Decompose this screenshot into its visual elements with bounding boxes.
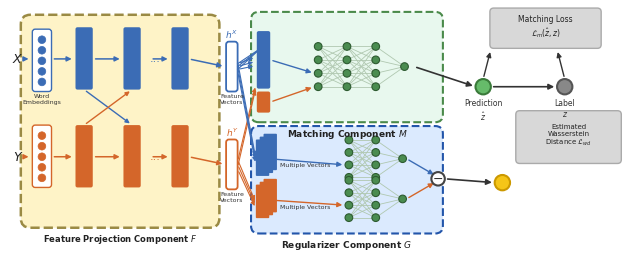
Text: Feature
Vectors: Feature Vectors (220, 192, 244, 202)
Circle shape (372, 57, 380, 65)
Circle shape (38, 58, 45, 65)
Text: Prediction
$\hat{z}$: Prediction $\hat{z}$ (464, 99, 502, 122)
Text: Multiple Vectors: Multiple Vectors (280, 204, 330, 209)
FancyBboxPatch shape (76, 125, 93, 188)
Circle shape (38, 164, 45, 171)
FancyBboxPatch shape (172, 28, 189, 90)
Circle shape (38, 47, 45, 55)
Circle shape (343, 43, 351, 51)
FancyBboxPatch shape (33, 125, 51, 188)
Text: $Y$: $Y$ (13, 151, 23, 164)
Text: Regularizer Component $\mathit{G}$: Regularizer Component $\mathit{G}$ (282, 238, 413, 251)
Circle shape (345, 189, 353, 197)
Circle shape (343, 84, 351, 91)
FancyBboxPatch shape (256, 185, 269, 218)
Text: Word
Embeddings: Word Embeddings (22, 94, 61, 105)
FancyBboxPatch shape (251, 126, 443, 234)
Circle shape (38, 132, 45, 140)
Circle shape (401, 64, 408, 71)
Circle shape (495, 175, 510, 190)
FancyBboxPatch shape (33, 30, 51, 92)
Circle shape (38, 153, 45, 161)
Circle shape (38, 37, 45, 44)
FancyBboxPatch shape (124, 125, 141, 188)
FancyBboxPatch shape (516, 111, 621, 164)
Circle shape (345, 202, 353, 209)
Circle shape (431, 172, 445, 186)
Circle shape (476, 80, 491, 95)
Circle shape (38, 79, 45, 86)
FancyBboxPatch shape (124, 28, 141, 90)
FancyBboxPatch shape (490, 9, 601, 49)
FancyBboxPatch shape (257, 32, 270, 89)
FancyBboxPatch shape (226, 140, 237, 190)
Text: $h^X$: $h^X$ (225, 28, 238, 41)
Circle shape (343, 70, 351, 78)
Circle shape (399, 155, 406, 163)
Circle shape (372, 70, 380, 78)
Circle shape (372, 137, 380, 144)
Circle shape (314, 70, 322, 78)
FancyBboxPatch shape (260, 137, 273, 173)
Circle shape (345, 137, 353, 144)
Text: Feature
Vectors: Feature Vectors (220, 94, 244, 105)
Circle shape (314, 57, 322, 65)
Text: $X$: $X$ (12, 53, 24, 66)
Circle shape (372, 177, 380, 184)
Text: ...: ... (150, 151, 161, 161)
Text: Estimated
Wasserstein
Distance $\mathcal{L}_{wd}$: Estimated Wasserstein Distance $\mathcal… (545, 123, 592, 148)
Text: Label
$z$: Label $z$ (554, 99, 575, 118)
Text: Matching Loss
$\mathcal{L}_m(\hat{z},z)$: Matching Loss $\mathcal{L}_m(\hat{z},z)$ (518, 15, 573, 40)
Circle shape (372, 189, 380, 197)
Text: Multiple Vectors: Multiple Vectors (280, 162, 330, 167)
Circle shape (343, 57, 351, 65)
FancyBboxPatch shape (257, 92, 270, 113)
Text: −: − (433, 173, 444, 186)
Circle shape (345, 174, 353, 182)
Circle shape (345, 177, 353, 184)
FancyBboxPatch shape (172, 125, 189, 188)
Circle shape (38, 174, 45, 182)
Circle shape (372, 43, 380, 51)
Circle shape (372, 84, 380, 91)
FancyBboxPatch shape (251, 13, 443, 123)
Circle shape (345, 149, 353, 157)
FancyBboxPatch shape (264, 179, 277, 213)
Circle shape (372, 162, 380, 169)
Circle shape (345, 214, 353, 222)
Text: Feature Projection Component $\mathit{F}$: Feature Projection Component $\mathit{F}… (43, 232, 197, 245)
Circle shape (372, 202, 380, 209)
FancyBboxPatch shape (260, 182, 273, 215)
FancyBboxPatch shape (76, 28, 93, 90)
Circle shape (38, 143, 45, 150)
Text: $h^Y$: $h^Y$ (225, 126, 238, 138)
Circle shape (557, 80, 572, 95)
Circle shape (399, 195, 406, 203)
Text: Matching Component $\mathit{M}$: Matching Component $\mathit{M}$ (287, 128, 408, 140)
FancyBboxPatch shape (21, 16, 220, 228)
Circle shape (372, 149, 380, 157)
Circle shape (372, 214, 380, 222)
Circle shape (345, 162, 353, 169)
Circle shape (372, 174, 380, 182)
Text: ...: ... (150, 54, 161, 64)
Circle shape (314, 43, 322, 51)
Circle shape (314, 84, 322, 91)
FancyBboxPatch shape (264, 134, 277, 170)
FancyBboxPatch shape (256, 140, 269, 176)
Circle shape (38, 68, 45, 76)
FancyBboxPatch shape (226, 42, 237, 92)
